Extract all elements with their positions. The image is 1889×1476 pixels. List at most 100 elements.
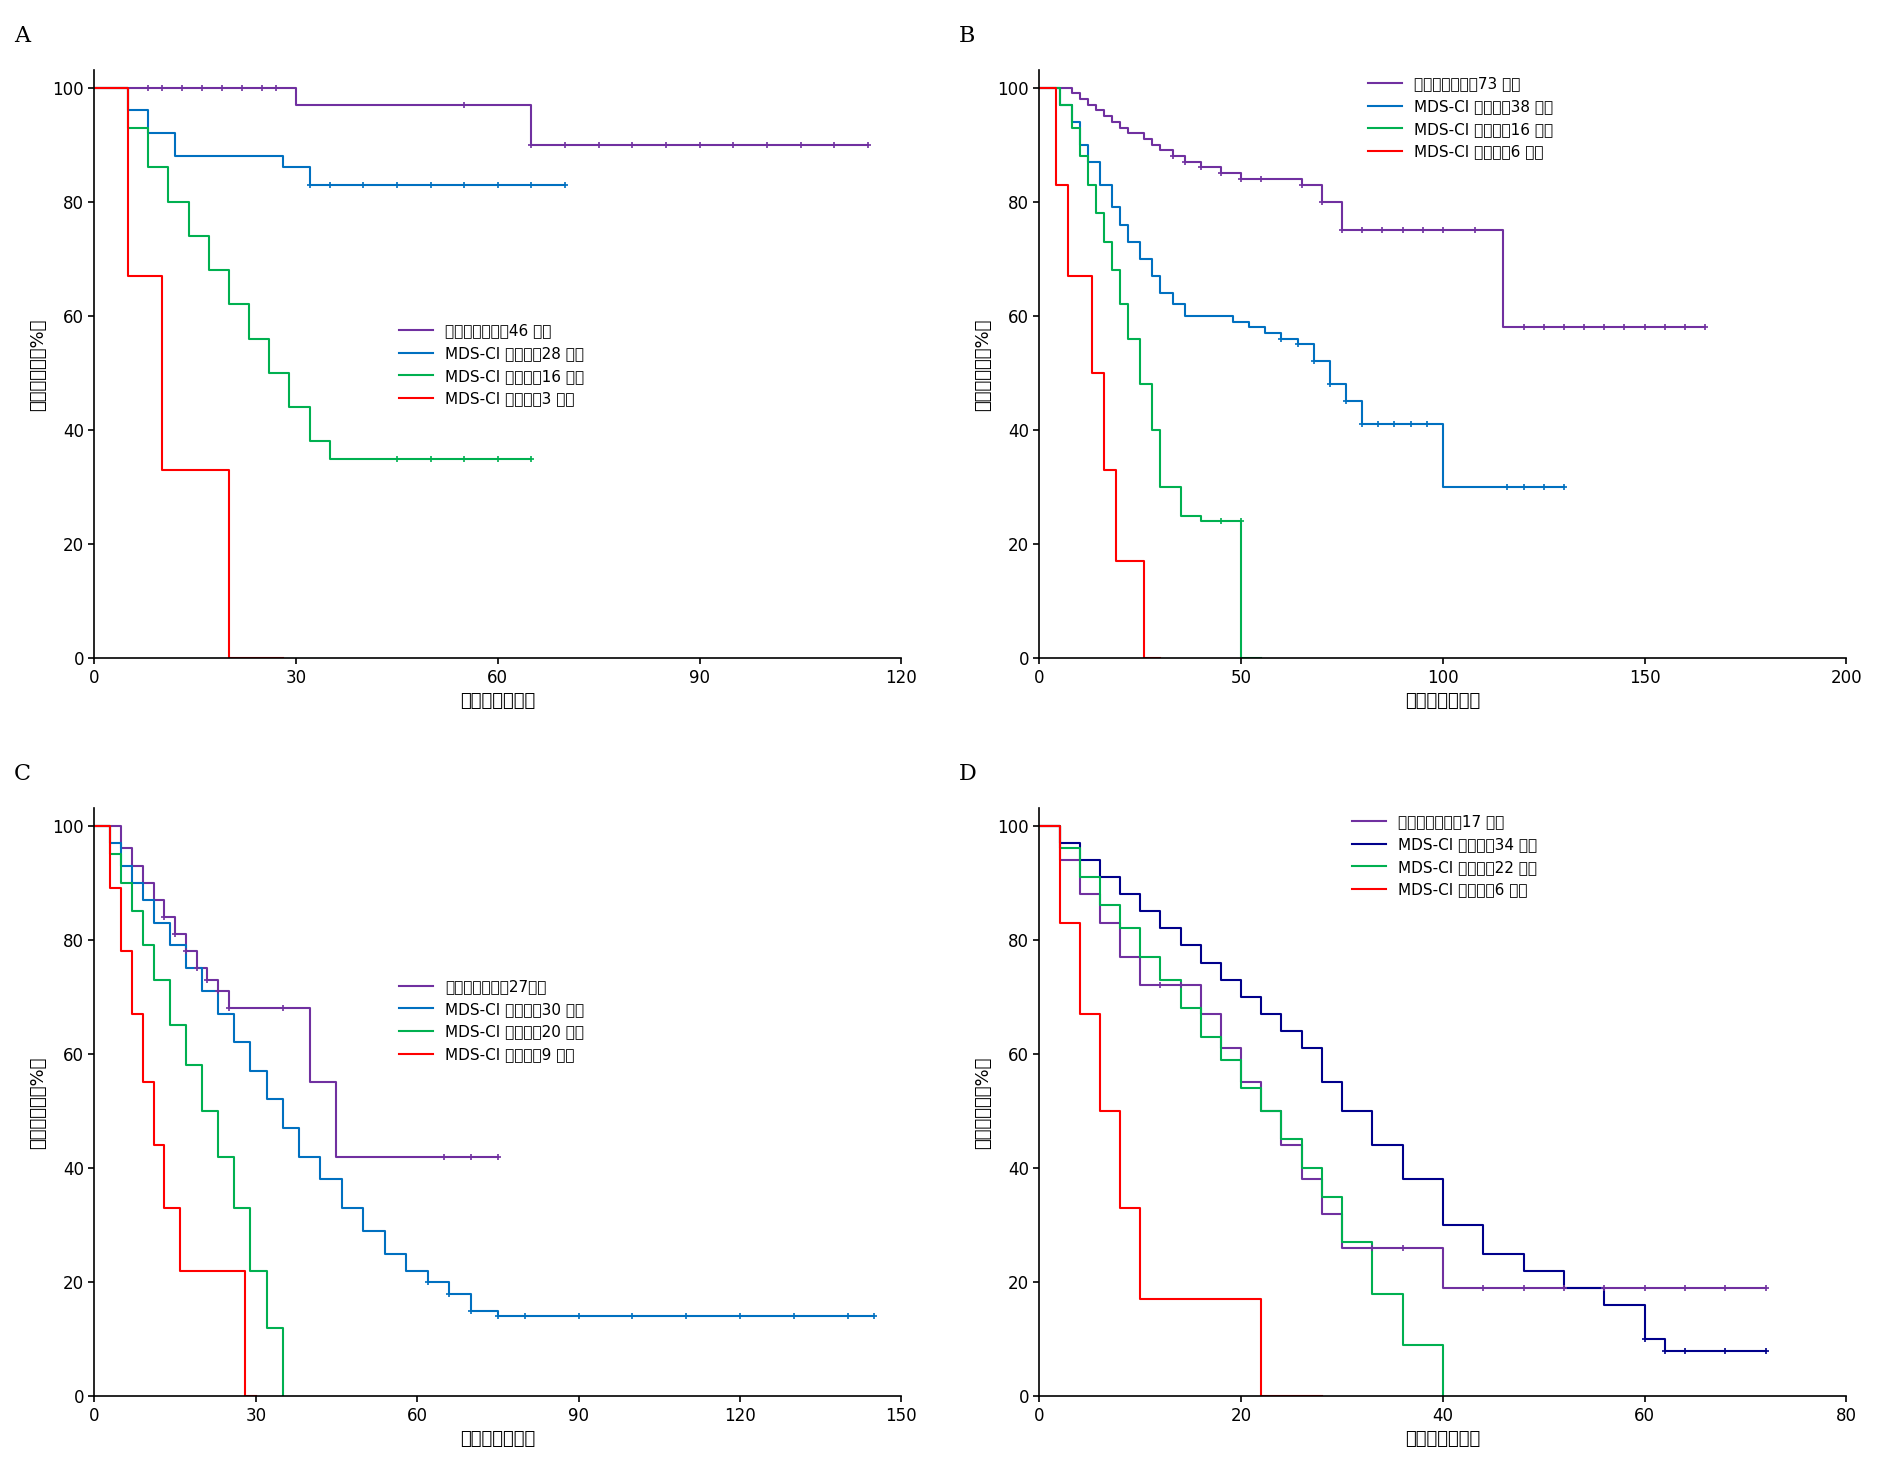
MDS-CI 中噱组（20 例） — [142, 971, 164, 989]
MDS-CI 高危组（3 例） — [244, 649, 266, 667]
MDS-CI 低危组（30 例） — [308, 1170, 331, 1188]
无合并疾病组（27例） — [98, 816, 121, 834]
MDS-CI 中危组（16 例） — [1169, 506, 1192, 524]
MDS-CI 高危组（9 例） — [132, 1073, 155, 1091]
Text: D: D — [958, 763, 977, 785]
MDS-CI 高危组（6 例） — [1028, 78, 1050, 96]
Y-axis label: 总体生存率（%）: 总体生存率（%） — [973, 319, 992, 410]
MDS-CI 低危组（30 例） — [255, 1091, 278, 1108]
MDS-CI 低危组（38 例） — [1269, 329, 1292, 347]
MDS-CI 低危组（34 例） — [1048, 834, 1071, 852]
MDS-CI 低危组（38 例） — [1088, 176, 1111, 193]
MDS-CI 中危组（22 例） — [1149, 971, 1171, 989]
MDS-CI 中危组（16 例） — [257, 365, 280, 382]
MDS-CI 低危组（28 例） — [351, 176, 374, 193]
Line: MDS-CI 低危组（34 例）: MDS-CI 低危组（34 例） — [1039, 825, 1764, 1351]
MDS-CI 低危组（30 例） — [863, 1308, 886, 1325]
MDS-CI 低危组（30 例） — [835, 1308, 858, 1325]
MDS-CI 中危组（16 例） — [1230, 649, 1252, 667]
MDS-CI 中危组（16 例） — [1149, 478, 1171, 496]
MDS-CI 高危组（6 例） — [1048, 914, 1071, 931]
无合并疾病组（17 例） — [1674, 1280, 1696, 1297]
无合并疾病组（17 例） — [1067, 886, 1090, 903]
MDS-CI 低危组（34 例） — [1269, 1023, 1292, 1041]
无合并疾病组（27例） — [433, 1148, 455, 1166]
MDS-CI 低危组（28 例） — [272, 158, 295, 176]
无合并疾病组（73 例） — [1084, 102, 1107, 120]
无合并疾病组（73 例） — [1613, 319, 1636, 337]
无合并疾病组（73 例） — [1141, 136, 1164, 154]
无合并疾病组（73 例） — [1124, 124, 1147, 142]
无合并疾病组（73 例） — [1674, 319, 1696, 337]
无合并疾病组（46 例） — [756, 136, 778, 154]
Line: MDS-CI 低危组（28 例）: MDS-CI 低危组（28 例） — [94, 87, 565, 184]
MDS-CI 中危组（16 例） — [217, 295, 240, 313]
MDS-CI 中危组（22 例） — [1430, 1387, 1453, 1405]
MDS-CI 中噱组（20 例） — [272, 1387, 295, 1405]
MDS-CI 高危组（9 例） — [234, 1387, 257, 1405]
MDS-CI 低危组（28 例） — [251, 148, 274, 165]
无合并疾病组（27例） — [406, 1148, 429, 1166]
MDS-CI 中噱组（20 例） — [174, 1057, 196, 1075]
无合并疾病组（73 例） — [1464, 221, 1487, 239]
MDS-CI 低危组（38 例） — [1334, 393, 1356, 410]
MDS-CI 中危组（22 例） — [1330, 1234, 1353, 1252]
Line: MDS-CI 中危组（16 例）: MDS-CI 中危组（16 例） — [94, 87, 531, 459]
MDS-CI 低危组（34 例） — [1551, 1280, 1574, 1297]
MDS-CI 低危组（38 例） — [1220, 313, 1243, 331]
无合并疾病组（73 例） — [1067, 90, 1090, 108]
无合并疾病组（46 例） — [621, 136, 644, 154]
无合并疾病组（27例） — [234, 999, 257, 1017]
MDS-CI 高危组（6 例） — [1109, 1199, 1132, 1216]
MDS-CI 低危组（30 例） — [272, 1119, 295, 1137]
MDS-CI 中危组（16 例） — [1188, 512, 1211, 530]
X-axis label: 生存时间（月）: 生存时间（月） — [461, 1430, 535, 1448]
MDS-CI 高危组（6 例） — [1043, 176, 1065, 193]
MDS-CI 中危组（16 例） — [351, 450, 374, 468]
MDS-CI 低危组（30 例） — [206, 1005, 229, 1023]
无合并疾病组（17 例） — [1713, 1280, 1736, 1297]
MDS-CI 中危组（16 例） — [485, 450, 508, 468]
MDS-CI 低危组（34 例） — [1592, 1296, 1615, 1314]
MDS-CI 高危组（6 例） — [1128, 1290, 1150, 1308]
Y-axis label: 总体生存率（%）: 总体生存率（%） — [28, 319, 47, 410]
MDS-CI 低危组（30 例） — [159, 937, 181, 955]
MDS-CI 低危组（38 例） — [1048, 96, 1071, 114]
无合并疾病组（27例） — [174, 942, 196, 959]
MDS-CI 低危组（38 例） — [1109, 215, 1132, 233]
MDS-CI 中危组（16 例） — [1116, 329, 1139, 347]
X-axis label: 生存时间（月）: 生存时间（月） — [1405, 692, 1479, 710]
无合并疾病组（27例） — [142, 892, 164, 909]
无合并疾病组（46 例） — [722, 136, 744, 154]
无合并疾病组（73 例） — [1060, 84, 1082, 102]
MDS-CI 高危组（6 例） — [1279, 1387, 1302, 1405]
MDS-CI 高危组（9 例） — [185, 1262, 208, 1280]
MDS-CI 低危组（38 例） — [1430, 478, 1453, 496]
MDS-CI 低危组（30 例） — [395, 1262, 417, 1280]
无合并疾病组（73 例） — [1269, 170, 1292, 187]
X-axis label: 生存时间（月）: 生存时间（月） — [1405, 1430, 1479, 1448]
MDS-CI 高危组（6 例） — [1149, 649, 1171, 667]
MDS-CI 中危组（22 例） — [1390, 1336, 1413, 1353]
MDS-CI 低危组（30 例） — [729, 1308, 752, 1325]
无合并疾病组（73 例） — [1290, 176, 1313, 193]
MDS-CI 低危组（28 例） — [453, 176, 476, 193]
MDS-CI 低危组（30 例） — [674, 1308, 697, 1325]
MDS-CI 低危组（38 例） — [1067, 136, 1090, 154]
MDS-CI 高危组（6 例） — [1230, 1290, 1252, 1308]
MDS-CI 中噱组（20 例） — [191, 1103, 213, 1120]
无合并疾病组（73 例） — [1490, 319, 1513, 337]
MDS-CI 低危组（38 例） — [1149, 285, 1171, 303]
MDS-CI 低危组（34 例） — [1149, 920, 1171, 937]
MDS-CI 低危组（38 例） — [1252, 325, 1275, 342]
MDS-CI 低危组（30 例） — [98, 834, 121, 852]
MDS-CI 中危组（16 例） — [1092, 233, 1115, 251]
MDS-CI 低危组（38 例） — [1128, 249, 1150, 267]
MDS-CI 中危组（16 例） — [419, 450, 442, 468]
MDS-CI 低危组（30 例） — [331, 1199, 353, 1216]
无合并疾病组（17 例） — [1230, 1073, 1252, 1091]
无合并疾病组（73 例） — [1532, 319, 1555, 337]
无合并疾病组（73 例） — [1188, 158, 1211, 176]
MDS-CI 中危组（16 例） — [83, 78, 106, 96]
MDS-CI 高危组（9 例） — [110, 942, 132, 959]
